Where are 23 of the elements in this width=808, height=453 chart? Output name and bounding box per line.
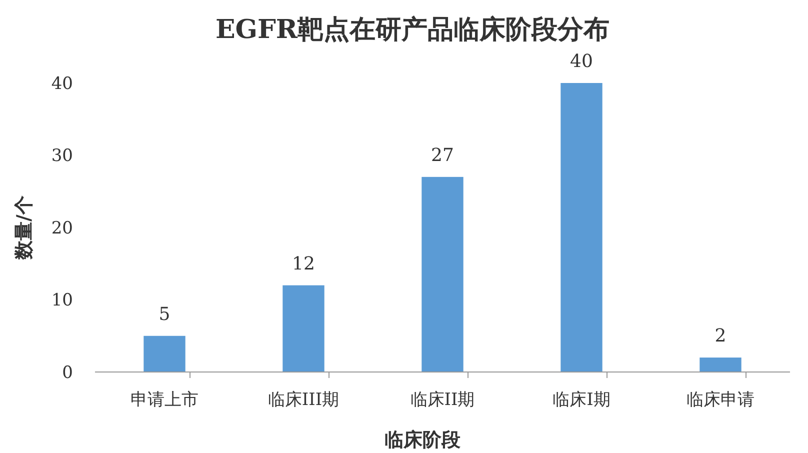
data-label: 2 bbox=[714, 326, 726, 347]
x-axis-title: 临床阶段 bbox=[384, 429, 462, 451]
bar bbox=[560, 83, 602, 372]
data-label: 40 bbox=[570, 51, 593, 72]
x-tick-label: 临床I期 bbox=[552, 390, 610, 410]
y-tick-label: 40 bbox=[51, 74, 73, 94]
data-label: 27 bbox=[431, 144, 454, 166]
bar bbox=[144, 336, 186, 372]
y-tick-label: 30 bbox=[51, 146, 73, 166]
data-label: 5 bbox=[158, 304, 170, 325]
y-axis-title: 数量/个 bbox=[13, 194, 35, 260]
x-tick-label: 临床II期 bbox=[410, 390, 475, 410]
chart-title: EGFR靶点在研产品临床阶段分布 bbox=[215, 15, 610, 45]
y-tick-label: 20 bbox=[51, 218, 73, 238]
bar bbox=[700, 358, 742, 372]
bar bbox=[282, 285, 324, 372]
y-tick-label: 10 bbox=[51, 290, 73, 311]
data-label: 12 bbox=[292, 253, 315, 274]
x-tick-label: 申请上市 bbox=[130, 390, 198, 410]
x-tick-label: 临床III期 bbox=[268, 390, 340, 410]
x-tick-label: 临床申请 bbox=[686, 390, 754, 410]
bar bbox=[422, 176, 464, 372]
y-tick-label: 0 bbox=[62, 362, 73, 383]
